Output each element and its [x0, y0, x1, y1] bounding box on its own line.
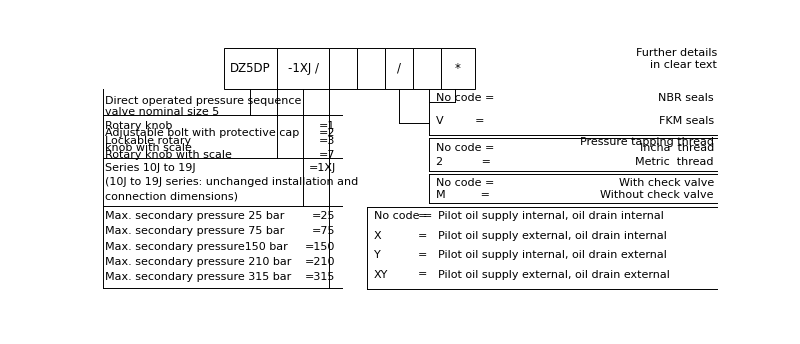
Text: =75: =75 [312, 226, 336, 236]
Text: =3: =3 [319, 136, 336, 146]
Text: 2           =: 2 = [436, 157, 491, 167]
Text: =315: =315 [306, 272, 336, 282]
Text: =: = [418, 250, 427, 260]
Text: Pilot oil supply external, oil drain external: Pilot oil supply external, oil drain ext… [438, 270, 670, 280]
Text: Max. secondary pressure 210 bar: Max. secondary pressure 210 bar [105, 257, 291, 267]
Text: Metric  thread: Metric thread [635, 157, 714, 167]
Text: X: X [374, 231, 382, 241]
Text: Pilot oil supply external, oil drain internal: Pilot oil supply external, oil drain int… [438, 231, 666, 241]
Text: =: = [418, 270, 427, 280]
Text: Lockable rotary: Lockable rotary [105, 136, 191, 146]
Bar [441, 48, 475, 89]
Text: Series 10J to 19J: Series 10J to 19J [105, 163, 195, 173]
Text: =210: =210 [305, 257, 336, 267]
Text: Y: Y [374, 250, 381, 260]
Text: Rotary knob: Rotary knob [105, 121, 172, 131]
Bar [277, 48, 330, 89]
Text: No code =: No code = [436, 143, 494, 153]
Text: Adjustable bolt with protective cap: Adjustable bolt with protective cap [105, 128, 299, 138]
Text: =150: =150 [306, 241, 336, 251]
Text: M          =: M = [436, 191, 490, 201]
Text: NBR seals: NBR seals [658, 93, 714, 103]
Text: =25: =25 [312, 211, 336, 221]
Text: Incha  thread: Incha thread [639, 143, 714, 153]
Text: =: = [418, 211, 427, 221]
Text: /: / [397, 62, 401, 75]
Text: connection dimensions): connection dimensions) [105, 191, 238, 201]
Text: Max. secondary pressure 315 bar: Max. secondary pressure 315 bar [105, 272, 291, 282]
Text: XY: XY [374, 270, 389, 280]
Text: Max. secondary pressure150 bar: Max. secondary pressure150 bar [105, 241, 288, 251]
Bar [330, 48, 358, 89]
Text: V         =: V = [436, 116, 485, 126]
Text: knob with scale: knob with scale [105, 143, 192, 153]
Text: =: = [418, 231, 427, 241]
Text: =2: =2 [319, 128, 336, 138]
Text: (10J to 19J series: unchanged installation and: (10J to 19J series: unchanged installati… [105, 177, 358, 187]
Text: FKM seals: FKM seals [658, 116, 714, 126]
Text: =7: =7 [319, 150, 336, 160]
Text: With check valve: With check valve [618, 178, 714, 188]
Text: =1XJ: =1XJ [308, 163, 336, 173]
Text: DZ5DP: DZ5DP [230, 62, 270, 75]
Text: =1: =1 [319, 121, 336, 131]
Bar [413, 48, 441, 89]
Bar [358, 48, 386, 89]
Text: *: * [455, 62, 461, 75]
Text: Max. secondary pressure 25 bar: Max. secondary pressure 25 bar [105, 211, 284, 221]
Bar [224, 48, 277, 89]
Text: Further details
in clear text: Further details in clear text [636, 48, 717, 69]
Bar [386, 48, 413, 89]
Text: Direct operated pressure sequence
valve nominal size 5: Direct operated pressure sequence valve … [105, 96, 302, 117]
Text: No code =: No code = [374, 211, 433, 221]
Text: Pressure tapping thread: Pressure tapping thread [580, 137, 714, 147]
Text: Without check valve: Without check valve [600, 191, 714, 201]
Text: Pilot oil supply internal, oil drain external: Pilot oil supply internal, oil drain ext… [438, 250, 666, 260]
Text: -1XJ /: -1XJ / [287, 62, 318, 75]
Text: No code =: No code = [436, 93, 494, 103]
Text: No code =: No code = [436, 178, 494, 188]
Text: Rotary knob with scale: Rotary knob with scale [105, 150, 232, 160]
Text: Pilot oil supply internal, oil drain internal: Pilot oil supply internal, oil drain int… [438, 211, 664, 221]
Text: Max. secondary pressure 75 bar: Max. secondary pressure 75 bar [105, 226, 284, 236]
